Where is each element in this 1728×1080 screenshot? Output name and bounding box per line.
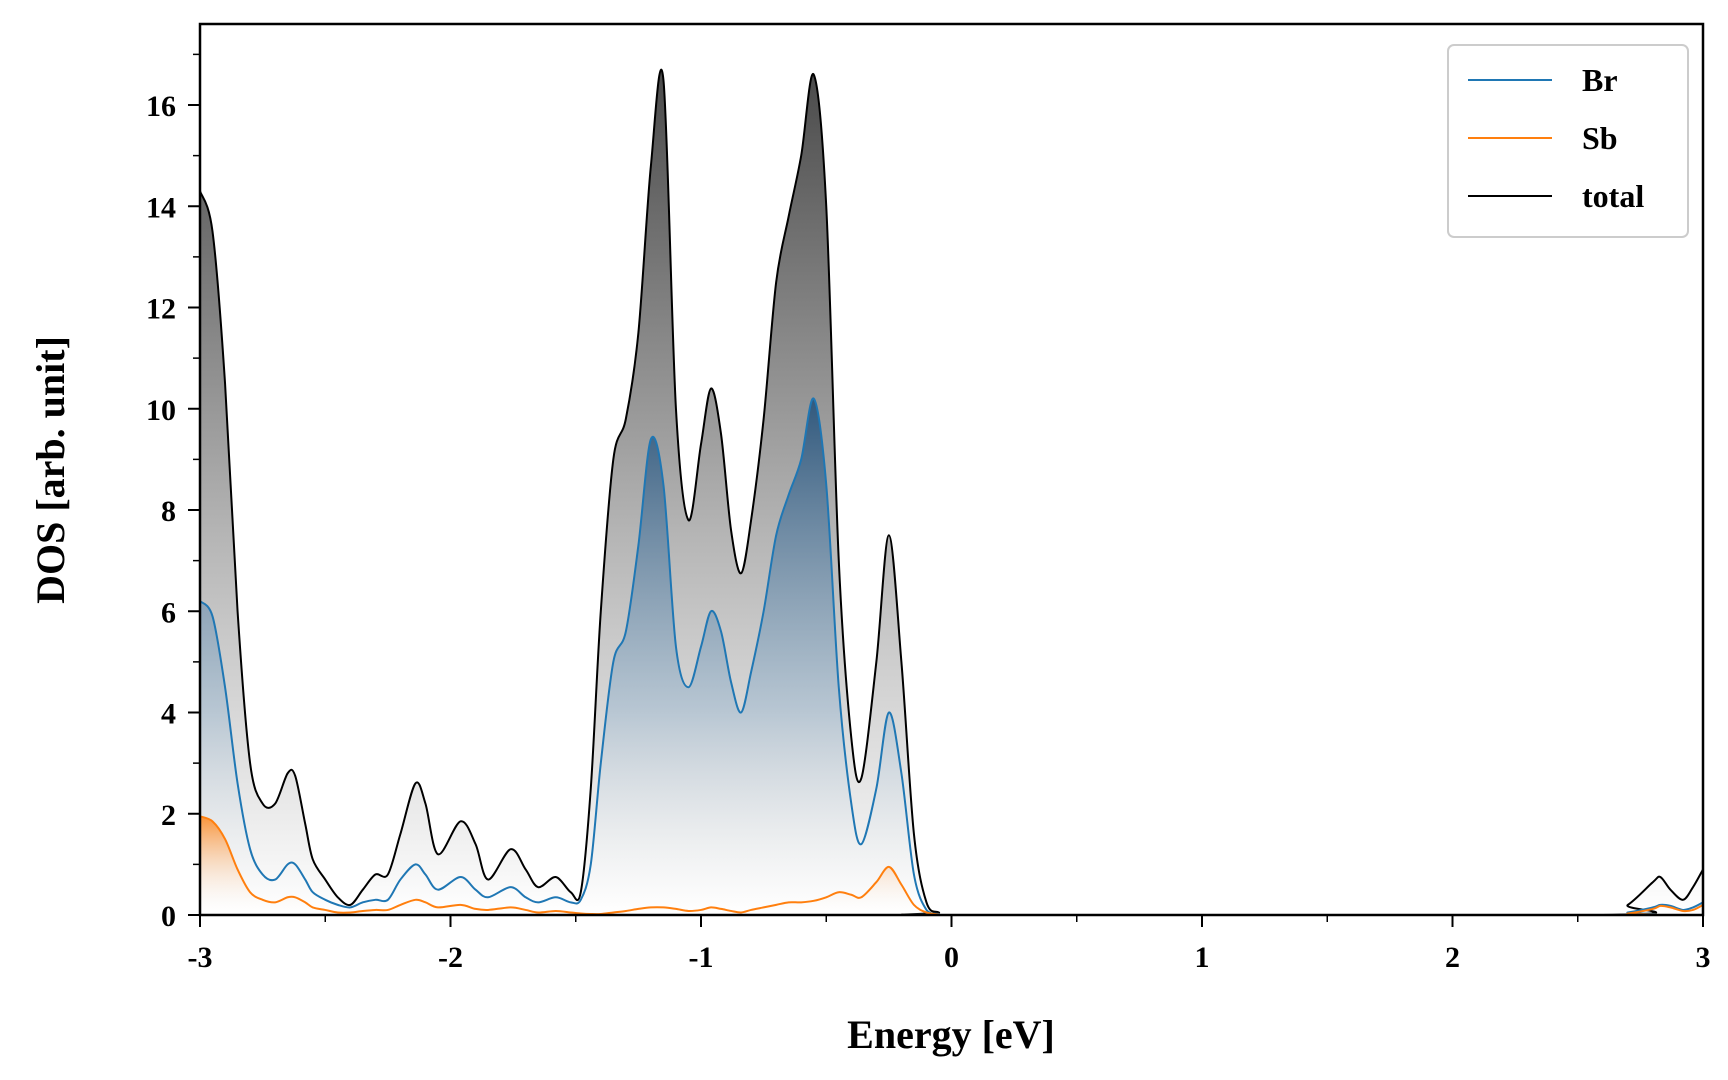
series-line-total	[200, 68, 1703, 915]
legend: Br Sb total	[1447, 44, 1689, 238]
x-axis-ticks: -3 -2 -1 0 1 2 3	[188, 915, 1711, 974]
x-tick-label: 0	[944, 941, 959, 974]
y-tick-label: 14	[146, 191, 176, 224]
y-tick-label: 2	[161, 799, 176, 832]
x-tick-label: -3	[188, 941, 213, 974]
legend-box	[1447, 44, 1689, 238]
y-tick-label: 8	[161, 495, 176, 528]
y-axis-title: DOS [arb. unit]	[28, 336, 73, 604]
y-tick-label: 12	[146, 293, 176, 326]
x-tick-label: 2	[1445, 941, 1460, 974]
y-tick-label: 0	[161, 900, 176, 933]
y-tick-label: 16	[146, 90, 176, 123]
x-tick-label: -1	[689, 941, 714, 974]
legend-label-total: total	[1582, 178, 1644, 214]
y-tick-label: 6	[161, 596, 176, 629]
y-axis-ticks: 0 2 4 6 8 10 12 14 16	[146, 53, 200, 933]
y-tick-label: 4	[161, 698, 176, 731]
x-tick-label: 1	[1195, 941, 1210, 974]
legend-label-br: Br	[1582, 62, 1618, 98]
y-tick-label: 10	[146, 394, 176, 427]
x-tick-label: -2	[438, 941, 463, 974]
x-axis-title: Energy [eV]	[847, 1012, 1055, 1057]
legend-label-sb: Sb	[1582, 120, 1618, 156]
x-tick-label: 3	[1696, 941, 1711, 974]
